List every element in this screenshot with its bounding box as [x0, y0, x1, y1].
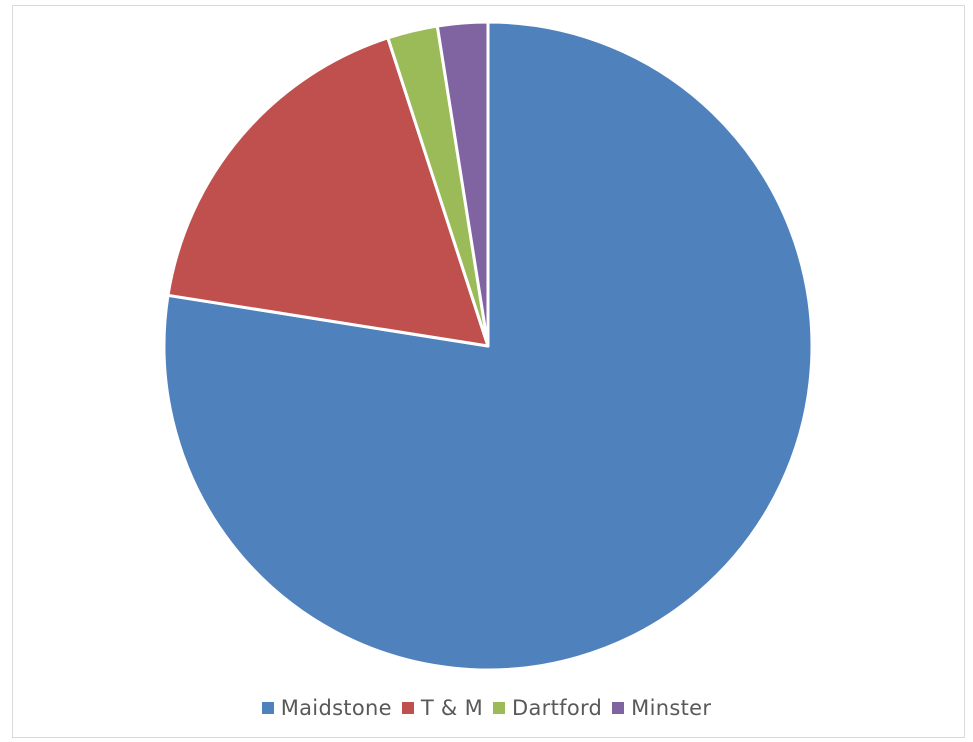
pie-slice-t-and-m [166, 36, 490, 348]
legend-swatch-minster [612, 702, 625, 714]
chart-legend: Maidstone T & M Dartford Minster [0, 692, 973, 724]
legend-entry-dartford: Dartford [493, 696, 602, 720]
legend-label-maidstone: Maidstone [280, 696, 392, 720]
legend-label-minster: Minster [631, 696, 712, 720]
legend-label-t-and-m: T & M [420, 696, 484, 720]
legend-swatch-dartford [493, 702, 506, 714]
legend-swatch-maidstone [261, 702, 274, 714]
legend-entry-minster: Minster [612, 696, 711, 720]
legend-label-dartford: Dartford [512, 696, 603, 720]
legend-entry-maidstone: Maidstone [261, 696, 392, 720]
legend-swatch-t-and-m [401, 702, 414, 714]
legend-entry-t-and-m: T & M [401, 696, 484, 720]
pie-slice-minster [435, 20, 490, 348]
